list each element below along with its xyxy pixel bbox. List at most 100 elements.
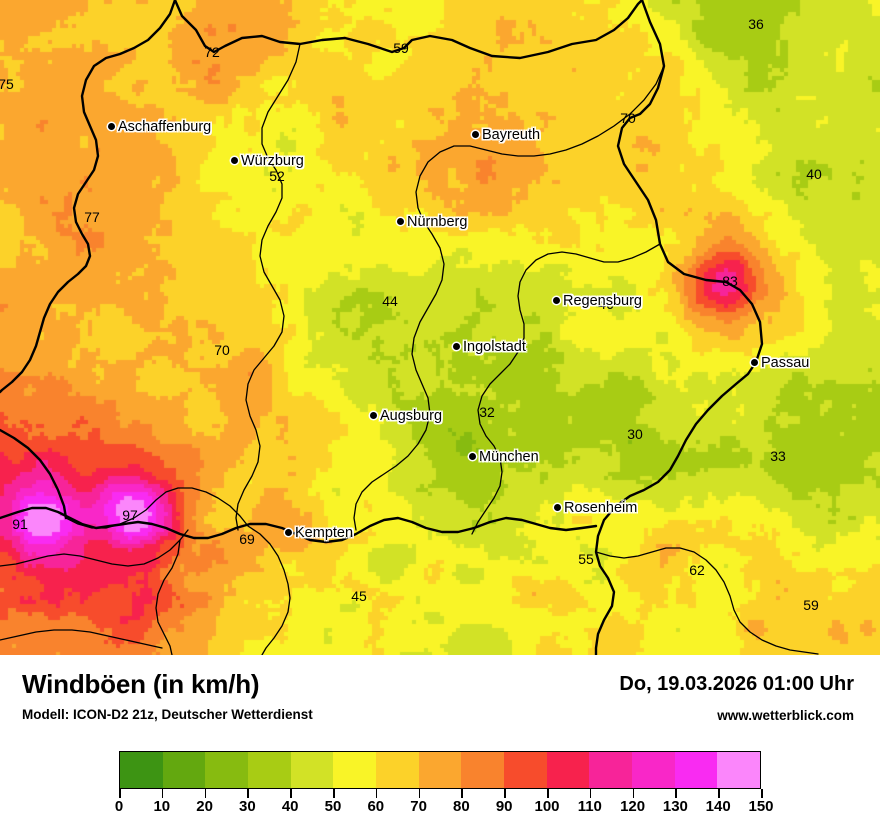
colorbar-tick-label: 50 bbox=[324, 798, 342, 815]
colorbar-tick bbox=[589, 789, 592, 798]
colorbar-tick-label: 40 bbox=[281, 798, 299, 815]
city-marker[interactable]: Augsburg bbox=[370, 407, 442, 425]
colorbar-tick bbox=[632, 789, 635, 798]
city-marker[interactable]: Passau bbox=[751, 354, 809, 372]
city-marker[interactable]: Aschaffenburg bbox=[108, 118, 211, 136]
colorbar-tick bbox=[119, 789, 121, 798]
map-area[interactable]: 75 72 59 36 70 40 52 80 77 44 46 83 70 32 30 33 97 91 69 55… bbox=[0, 0, 880, 655]
city-marker[interactable]: München bbox=[469, 448, 539, 466]
gust-value-label: 77 bbox=[84, 209, 100, 225]
city-marker[interactable]: Ingolstadt bbox=[453, 338, 526, 356]
city-marker[interactable]: Kempten bbox=[285, 524, 353, 542]
colorbar-tick bbox=[161, 789, 164, 798]
gust-value-label: 59 bbox=[803, 597, 819, 613]
city-label: München bbox=[479, 448, 539, 465]
gust-value-label: 69 bbox=[239, 531, 255, 547]
gust-value-label: 33 bbox=[770, 448, 786, 464]
city-label: Passau bbox=[761, 354, 810, 371]
colorbar-tick-label: 140 bbox=[705, 798, 731, 815]
colorbar-tick bbox=[375, 789, 378, 798]
city-label: Ingolstadt bbox=[463, 338, 526, 355]
colorbar-tick-label: 0 bbox=[114, 798, 124, 815]
colorbar-tick-label: 130 bbox=[662, 798, 688, 815]
colorbar-tick-label: 10 bbox=[153, 798, 171, 815]
city-label: Nürnberg bbox=[407, 213, 468, 230]
colorbar-tick bbox=[547, 789, 549, 798]
colorbar-tick-label: 120 bbox=[620, 798, 646, 815]
city-dot-icon bbox=[469, 453, 476, 461]
colorbar-swatch bbox=[632, 752, 675, 788]
colorbar-tick-label: 30 bbox=[239, 798, 256, 815]
city-label: Augsburg bbox=[380, 407, 443, 424]
gust-value-label: 70 bbox=[620, 110, 636, 126]
colorbar-swatch bbox=[205, 752, 249, 788]
page-title: Windböen (in km/h) bbox=[22, 669, 260, 699]
gust-value-label: 52 bbox=[269, 168, 285, 184]
gust-value-label: 62 bbox=[689, 562, 705, 578]
colorbar-swatch bbox=[120, 752, 163, 788]
colorbar-swatch bbox=[418, 752, 462, 788]
colorbar-swatch bbox=[461, 752, 505, 788]
city-dot-icon bbox=[553, 297, 560, 305]
city-marker[interactable]: Bayreuth bbox=[472, 126, 540, 144]
city-dot-icon bbox=[231, 157, 238, 165]
gust-value-label: 46 bbox=[598, 296, 614, 312]
colorbar-tick-label: 20 bbox=[196, 798, 213, 815]
colorbar-tick bbox=[718, 789, 720, 798]
gust-value-label: 91 bbox=[12, 516, 28, 532]
colorbar-tick bbox=[761, 789, 763, 798]
colorbar-tick bbox=[504, 789, 506, 798]
gust-value-label: 55 bbox=[578, 551, 594, 567]
gust-value-label: 80 bbox=[481, 127, 497, 143]
gust-value-label: 97 bbox=[122, 507, 138, 523]
colorbar-tick-labels: 0 10 20 30 40 50 60 70 80 90 100 110 120 130 140 150 bbox=[115, 798, 774, 820]
colorbar-tick-label: 60 bbox=[367, 798, 385, 815]
city-dot-icon bbox=[397, 218, 404, 226]
colorbar-tick-label: 90 bbox=[495, 798, 513, 815]
colorbar-swatch bbox=[674, 752, 718, 788]
colorbar-swatch bbox=[162, 752, 206, 788]
colorbar-tick-label: 70 bbox=[410, 798, 427, 815]
colorbar-tick bbox=[461, 789, 463, 798]
colorbar-tick bbox=[290, 789, 292, 798]
colorbar-tick bbox=[333, 789, 335, 798]
city-marker[interactable]: Regensburg bbox=[553, 292, 642, 310]
gust-value-label: 30 bbox=[627, 426, 643, 442]
city-marker[interactable]: Nürnberg bbox=[397, 213, 467, 231]
city-dot-icon bbox=[453, 343, 460, 351]
city-label: Bayreuth bbox=[482, 126, 541, 143]
valid-datetime: Do, 19.03.2026 01:00 Uhr bbox=[619, 673, 854, 695]
colorbar-swatch bbox=[589, 752, 633, 788]
colorbar-gradient bbox=[119, 751, 761, 789]
map-label-overlay: 75 72 59 36 70 40 52 80 77 44 46 83 70 32 30 33 97 91 69 55… bbox=[0, 16, 822, 613]
city-label: Regensburg bbox=[563, 292, 642, 309]
city-dot-icon bbox=[108, 123, 115, 131]
colorbar-ticks bbox=[119, 789, 763, 799]
colorbar-tick bbox=[675, 789, 677, 798]
colorbar-swatch bbox=[333, 752, 377, 788]
legend-footer: Windböen (in km/h) Modell: ICON-D2 21z, … bbox=[0, 655, 880, 830]
gust-value-label: 83 bbox=[722, 273, 738, 289]
city-label: Aschaffenburg bbox=[118, 118, 212, 135]
gust-value-label: 45 bbox=[351, 588, 367, 604]
gust-value-label: 40 bbox=[806, 166, 822, 182]
gust-value-label: 59 bbox=[393, 40, 409, 56]
colorbar-tick bbox=[247, 789, 249, 798]
wind-gust-raster bbox=[0, 0, 880, 655]
gust-value-label: 75 bbox=[0, 76, 14, 92]
city-dot-icon bbox=[472, 131, 479, 139]
gust-value-label: 72 bbox=[204, 44, 220, 60]
model-subtitle: Modell: ICON-D2 21z, Deutscher Wetterdie… bbox=[22, 707, 313, 722]
city-marker[interactable]: Rosenheim bbox=[554, 499, 637, 517]
colorbar-swatch bbox=[546, 752, 590, 788]
colorbar-swatch bbox=[376, 752, 419, 788]
city-label: Würzburg bbox=[241, 152, 304, 169]
city-marker[interactable]: Würzburg bbox=[231, 152, 304, 170]
city-label: Kempten bbox=[295, 524, 354, 541]
colorbar-tick bbox=[418, 789, 421, 798]
website-label: www.wetterblick.com bbox=[717, 708, 854, 723]
gust-value-label: 32 bbox=[479, 404, 495, 420]
city-dot-icon bbox=[751, 359, 758, 367]
colorbar-swatch bbox=[504, 752, 547, 788]
